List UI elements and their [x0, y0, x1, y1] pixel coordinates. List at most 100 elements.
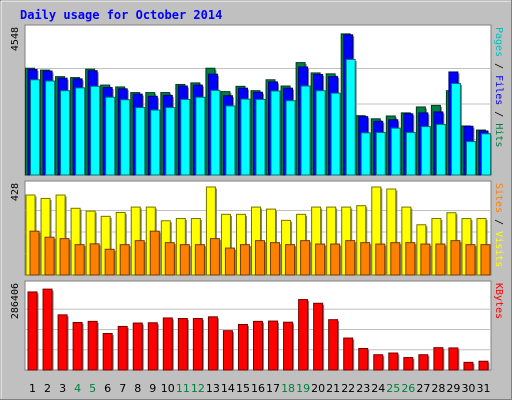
sites-bar-day-26 — [405, 242, 416, 276]
pages-bar-day-27 — [420, 126, 431, 176]
sites-bar-day-30 — [465, 244, 476, 276]
pages-bar-day-21 — [330, 92, 341, 176]
pages-bar-day-19 — [300, 85, 311, 176]
kbytes-bar-day-14 — [222, 330, 233, 371]
sites-bar-day-27 — [420, 243, 431, 276]
sites-bar-day-31 — [480, 244, 491, 276]
x-tick-label: 19 — [296, 382, 310, 395]
x-tick-label: 25 — [386, 382, 400, 395]
sites-bar-day-21 — [330, 243, 341, 276]
x-tick-label: 22 — [341, 382, 355, 395]
kbytes-bar-day-22 — [343, 337, 354, 371]
sites-bar-day-7 — [119, 244, 130, 276]
x-tick-label: 2 — [44, 382, 51, 395]
sites-bar-day-2 — [44, 236, 55, 276]
sites-bar-day-13 — [209, 238, 220, 276]
x-tick-label: 7 — [119, 382, 126, 395]
x-tick-label: 15 — [236, 382, 250, 395]
chart-title: Daily usage for October 2014 — [20, 8, 222, 22]
pages-bar-day-31 — [480, 133, 491, 176]
pages-bar-day-3 — [60, 90, 71, 176]
sites-bar-day-25 — [390, 242, 401, 276]
x-tick-label: 14 — [221, 382, 235, 395]
legend-text: / — [493, 105, 504, 123]
pages-bar-day-28 — [435, 123, 446, 176]
pages-bar-day-13 — [210, 89, 221, 176]
x-tick-label: 26 — [401, 382, 415, 395]
kbytes-bar-day-11 — [177, 318, 188, 371]
pages-bar-day-24 — [375, 132, 386, 176]
series-legend: Pages / Files / Hits — [493, 27, 504, 147]
x-tick-label: 8 — [134, 382, 141, 395]
pages-bar-day-17 — [270, 90, 281, 176]
kbytes-bar-day-25 — [388, 352, 399, 371]
pages-bar-day-26 — [405, 132, 416, 176]
kbytes-bar-day-9 — [147, 322, 158, 371]
sites-bar-day-14 — [224, 247, 235, 276]
pages-bar-day-30 — [465, 141, 476, 176]
kbytes-bar-day-12 — [192, 318, 203, 371]
x-tick-label: 23 — [356, 382, 370, 395]
x-tick-label: 17 — [266, 382, 280, 395]
kbytes-bar-day-15 — [237, 323, 248, 371]
x-tick-label: 29 — [446, 382, 460, 395]
legend-text: / — [493, 57, 504, 75]
kbytes-bar-day-27 — [418, 354, 429, 371]
x-tick-label: 21 — [326, 382, 340, 395]
x-tick-label: 30 — [461, 382, 475, 395]
kbytes-bar-day-16 — [253, 320, 263, 371]
panel-visits-sites: 428 Sites / Visits — [10, 180, 504, 276]
series-legend: KBytes — [493, 283, 504, 319]
sites-bar-day-6 — [104, 248, 115, 276]
kbytes-bar-day-6 — [102, 333, 113, 371]
kbytes-bar-day-23 — [358, 348, 369, 371]
kbytes-bar-day-30 — [463, 361, 474, 371]
series-legend: Sites / Visits — [493, 183, 504, 267]
x-tick-label: 3 — [59, 382, 66, 395]
kbytes-bar-day-4 — [72, 321, 83, 371]
sites-bar-day-3 — [59, 238, 70, 276]
kbytes-bar-day-21 — [328, 319, 339, 371]
kbytes-bar-day-24 — [373, 354, 384, 371]
sites-bar-day-15 — [239, 244, 250, 276]
pages-bar-day-16 — [255, 98, 266, 176]
x-tick-label: 13 — [206, 382, 220, 395]
pages-bar-day-9 — [150, 109, 161, 176]
pages-bar-day-23 — [360, 132, 371, 176]
x-tick-label: 18 — [281, 382, 295, 395]
y-max-label: 4548 — [10, 27, 21, 51]
sites-bar-day-9 — [149, 230, 160, 276]
pages-bar-day-8 — [135, 107, 146, 176]
pages-bar-day-12 — [195, 96, 206, 176]
x-tick-label: 5 — [89, 382, 96, 395]
sites-bar-day-11 — [179, 244, 190, 276]
sites-bar-day-20 — [315, 243, 326, 276]
sites-bar-day-16 — [255, 240, 265, 276]
kbytes-bar-day-28 — [433, 347, 444, 371]
kbytes-bar-day-13 — [207, 316, 218, 371]
x-tick-label: 24 — [371, 382, 385, 395]
kbytes-bar-day-26 — [403, 357, 414, 371]
sites-bar-day-1 — [29, 230, 40, 276]
x-tick-label: 11 — [176, 382, 190, 395]
sites-bar-day-22 — [345, 240, 356, 276]
sites-bar-day-29 — [450, 240, 461, 276]
kbytes-bar-day-19 — [298, 299, 309, 371]
pages-bar-day-14 — [225, 105, 236, 176]
x-tick-label: 28 — [431, 382, 445, 395]
pages-bar-day-22 — [345, 58, 356, 176]
pages-bar-day-15 — [240, 98, 251, 176]
panel-kbytes: 286406 KBytes — [10, 280, 504, 371]
kbytes-bar-day-17 — [268, 320, 279, 371]
legend-text: Files — [493, 75, 504, 105]
sites-bar-day-5 — [89, 243, 100, 276]
kbytes-bar-day-3 — [57, 314, 68, 371]
kbytes-bar-day-20 — [313, 302, 324, 371]
x-tick-label: 27 — [416, 382, 430, 395]
x-tick-label: 31 — [476, 382, 490, 395]
pages-bar-day-10 — [165, 107, 176, 176]
legend-text: Hits — [493, 123, 504, 147]
pages-bar-day-5 — [90, 85, 101, 176]
x-tick-label: 20 — [311, 382, 325, 395]
